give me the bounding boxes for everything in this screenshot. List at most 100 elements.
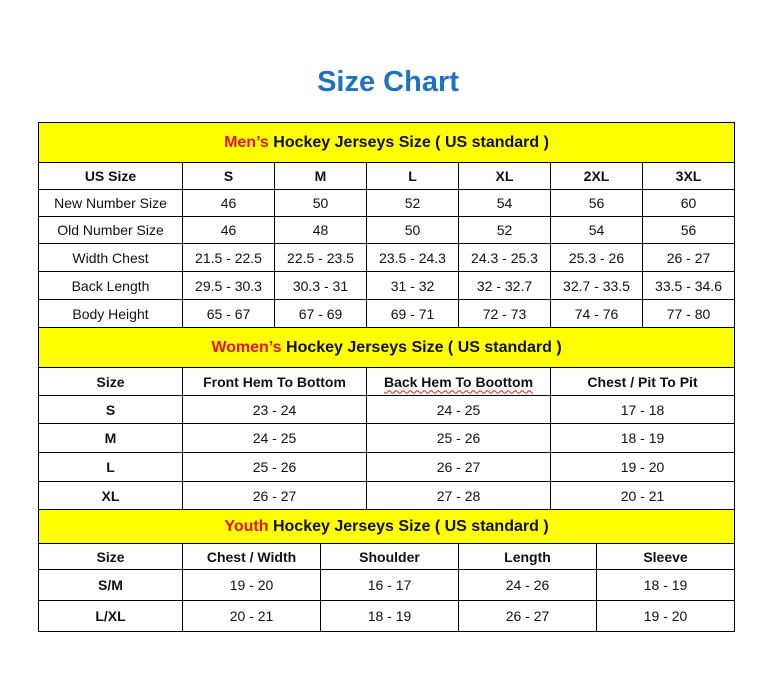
women-heading-row: Women’s Hockey Jerseys Size ( US standar… [37,327,736,368]
table-row: Body Height 65 - 67 67 - 69 69 - 71 72 - 73 7… [38,299,736,328]
table-cell: 25 - 26 [182,452,367,482]
women-size-table: Women’s Hockey Jerseys Size ( US standar… [37,327,736,510]
table-row: S/M 19 - 20 16 - 17 24 - 26 18 - 19 [38,569,736,601]
table-row: M 24 - 25 25 - 26 18 - 19 [38,423,736,453]
table-cell: 23.5 - 24.3 [366,243,459,272]
column-header-label: S [223,168,234,184]
youth-size-table-section: Youth Hockey Jerseys Size ( US standard … [37,509,736,632]
heading-accent: Men’s [224,133,269,151]
heading-accent: Youth [224,517,269,535]
column-header-label: XL [495,168,514,184]
row-label: New Number Size [38,189,183,217]
column-header-label: 2XL [583,168,610,184]
table-cell: 33.5 - 34.6 [641,271,736,300]
youth-heading-row: Youth Hockey Jerseys Size ( US standard … [37,509,736,544]
table-cell: 56 [550,189,643,217]
column-header: 2XL [550,162,643,190]
row-label: Body Height [38,299,183,328]
table-cell: 77 - 80 [641,299,736,328]
table-cell: 18 - 19 [549,423,736,453]
table-cell: 54 [458,189,551,217]
table-cell: 18 - 19 [595,569,736,601]
table-cell: 32.7 - 33.5 [550,271,643,300]
column-header-label: Front Hem To Bottom [203,373,346,390]
table-cell: 30.3 - 31 [274,271,367,300]
column-header: Size [38,543,183,570]
column-header: Back Hem To Boottom [366,367,551,396]
table-cell: 72 - 73 [458,299,551,328]
column-header: Size [38,367,183,396]
column-header: 3XL [641,162,736,190]
table-row: L/XL 20 - 21 18 - 19 26 - 27 19 - 20 [38,600,736,632]
table-row: Width Chest 21.5 - 22.5 22.5 - 23.5 23.5 - … [38,243,736,272]
men-heading: Men’s Hockey Jerseys Size ( US standard … [37,122,736,163]
table-cell: 21.5 - 22.5 [182,243,275,272]
men-size-table-section: Men’s Hockey Jerseys Size ( US standard … [37,122,736,328]
table-cell: 54 [550,216,643,244]
row-label: Back Length [38,271,183,300]
heading-text: Hockey Jerseys Size ( US standard ) [281,338,562,356]
row-label: Width Chest [38,243,183,272]
column-header-label: Chest / Width [206,548,297,565]
table-row: New Number Size 46 50 52 54 56 60 [38,189,736,217]
table-cell: 17 - 18 [549,395,736,424]
column-header: L [366,162,459,190]
column-header-row: Size Front Hem To Bottom Back Hem To Boott… [38,367,736,396]
table-cell: 18 - 19 [320,600,459,632]
column-header: Chest / Width [182,543,321,570]
table-cell: 24 - 26 [458,569,597,601]
table-cell: 26 - 27 [641,243,736,272]
table-row: Old Number Size 46 48 50 52 54 56 [38,216,736,244]
column-header-label: US Size [84,168,137,184]
table-cell: 24 - 25 [366,395,551,424]
table-cell: 46 [182,189,275,217]
row-label: S [38,395,183,424]
table-cell: 24 - 25 [182,423,367,453]
page-title: Size Chart [317,66,459,98]
youth-heading: Youth Hockey Jerseys Size ( US standard … [37,509,736,544]
column-header: Front Hem To Bottom [182,367,367,396]
table-cell: 50 [366,216,459,244]
table-cell: 31 - 32 [366,271,459,300]
table-cell: 27 - 28 [366,481,551,510]
table-cell: 46 [182,216,275,244]
table-cell: 16 - 17 [320,569,459,601]
table-cell: 52 [458,216,551,244]
table-cell: 19 - 20 [182,569,321,601]
table-cell: 50 [274,189,367,217]
table-cell: 23 - 24 [182,395,367,424]
column-header: S [182,162,275,190]
row-label: Old Number Size [38,216,183,244]
heading-text: Hockey Jerseys Size ( US standard ) [268,517,549,535]
table-cell: 32 - 32.7 [458,271,551,300]
table-cell: 22.5 - 23.5 [274,243,367,272]
men-heading-row: Men’s Hockey Jerseys Size ( US standard … [37,122,736,163]
column-header-label: Chest / Pit To Pit [587,373,698,390]
column-header: M [274,162,367,190]
women-size-table-section: Women’s Hockey Jerseys Size ( US standar… [37,327,736,510]
column-header-label: Size [96,548,125,565]
table-cell: 20 - 21 [549,481,736,510]
table-cell: 52 [366,189,459,217]
row-label: L [38,452,183,482]
table-cell: 56 [641,216,736,244]
row-label: L/XL [38,600,183,632]
column-header: XL [458,162,551,190]
table-cell: 67 - 69 [274,299,367,328]
table-row: S 23 - 24 24 - 25 17 - 18 [38,395,736,424]
table-cell: 24.3 - 25.3 [458,243,551,272]
column-header: Chest / Pit To Pit [549,367,736,396]
row-label: XL [38,481,183,510]
table-cell: 26 - 27 [366,452,551,482]
table-cell: 20 - 21 [182,600,321,632]
column-header-label: Sleeve [643,548,688,565]
table-cell: 25.3 - 26 [550,243,643,272]
table-cell: 74 - 76 [550,299,643,328]
table-cell: 19 - 20 [595,600,736,632]
column-header-label: Length [504,548,551,565]
column-header: US Size [38,162,183,190]
table-cell: 60 [641,189,736,217]
heading-text: Hockey Jerseys Size ( US standard ) [268,133,549,151]
table-cell: 48 [274,216,367,244]
column-header: Sleeve [595,543,736,570]
